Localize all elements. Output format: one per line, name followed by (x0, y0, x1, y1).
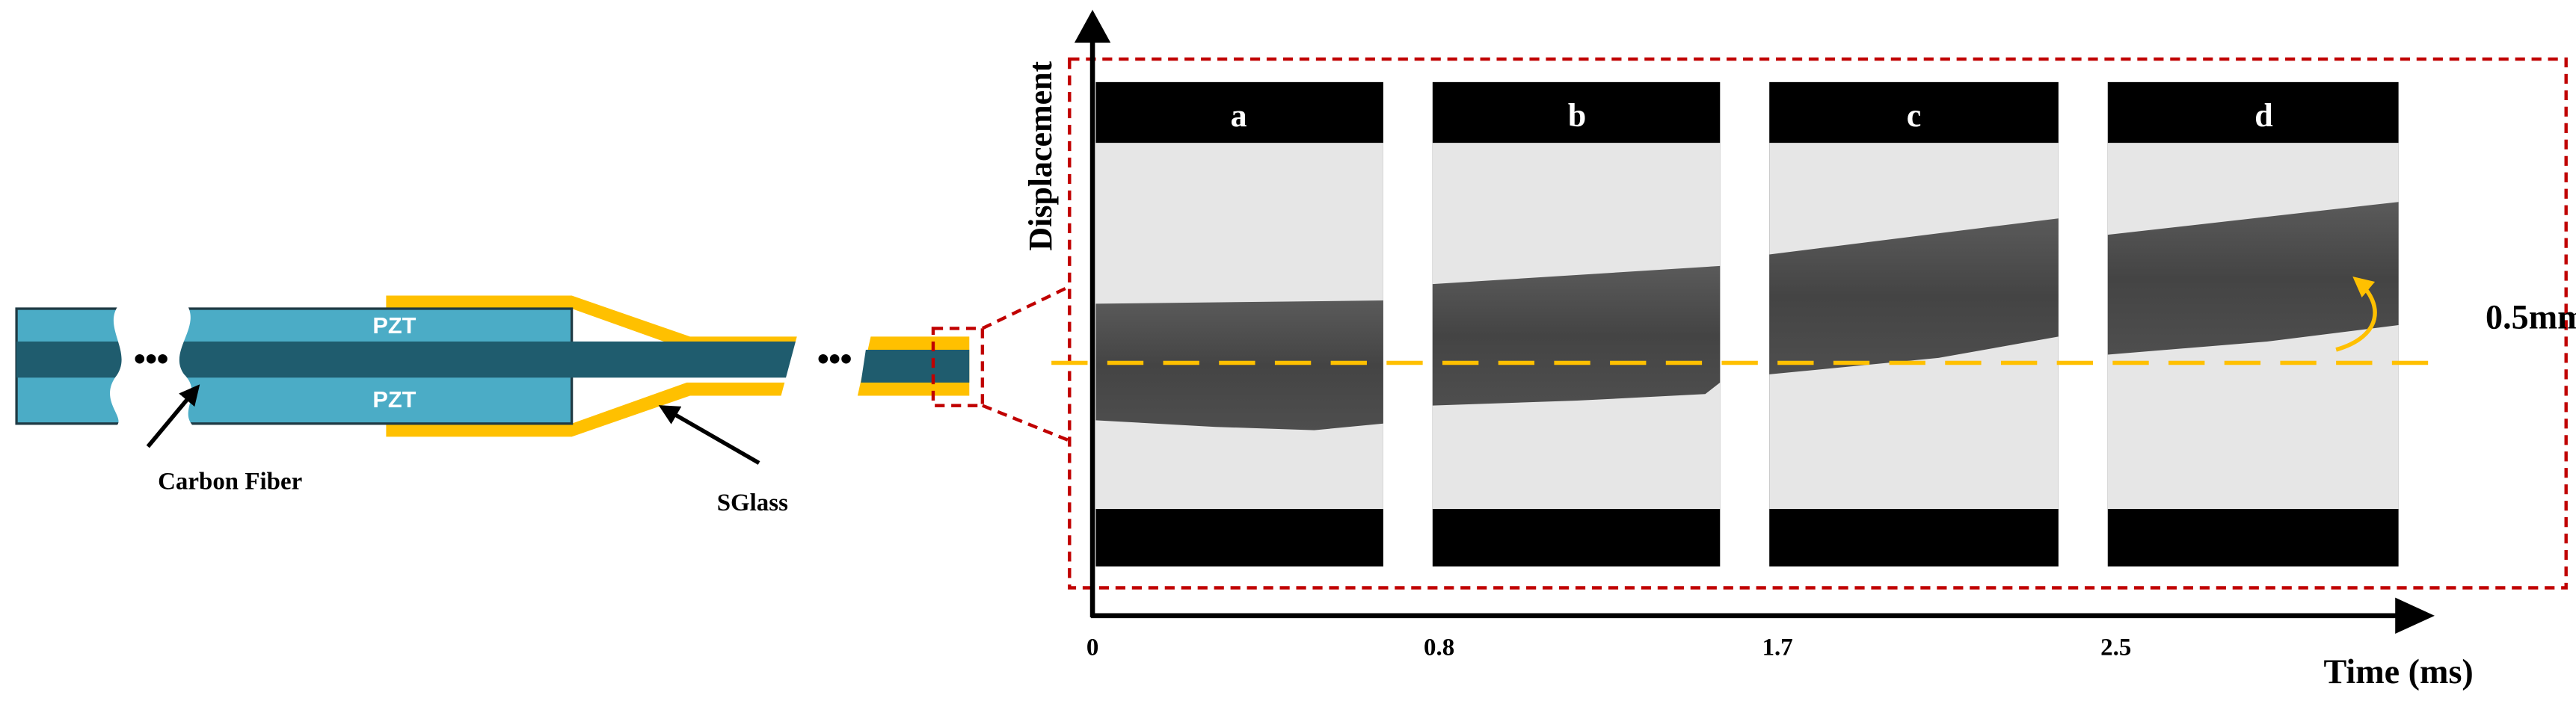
x-axis-label: Time (ms) (2323, 652, 2473, 691)
amplitude-label: 0.5mm (2486, 297, 2576, 336)
arrow (146, 384, 200, 448)
panel-label: b (1568, 97, 1586, 134)
y-axis-label: Displacement (1022, 61, 1059, 250)
x-tick-label: 2.5 (2100, 635, 2131, 661)
sglass-label: SGlass (717, 490, 788, 516)
panel-label: c (1907, 97, 1922, 134)
panel: a (1095, 81, 1383, 566)
carbon-fiber-label: Carbon Fiber (158, 469, 302, 495)
panel: b (1432, 81, 1721, 566)
arrow (658, 405, 760, 465)
pzt-label: PZT (372, 312, 416, 339)
panel-label: a (1231, 97, 1247, 134)
axis-arrow (2395, 597, 2435, 635)
pzt-label: PZT (372, 386, 416, 413)
ellipsis: ••• (817, 340, 852, 377)
carbon-tip (861, 349, 970, 383)
panel: c (1769, 81, 2059, 566)
break (110, 305, 194, 427)
x-tick-label: 0 (1086, 635, 1098, 661)
axis-arrow (1074, 10, 1111, 43)
zoom-line (981, 285, 1069, 330)
zoom-box (931, 327, 985, 407)
x-tick-label: 1.7 (1762, 635, 1793, 661)
x-tick-label: 0.8 (1424, 635, 1454, 661)
zoom-frame (1068, 57, 2568, 590)
panels: a b c d (1095, 81, 2399, 566)
break (777, 328, 849, 411)
panel: d (2107, 81, 2399, 566)
zoom-line (982, 404, 1069, 442)
fiber-schematic: ••• PZT PZT ••• Carbon Fiber SGlass (15, 295, 970, 516)
panel-label: d (2254, 97, 2272, 134)
ellipsis: ••• (134, 340, 168, 377)
amplitude-arrow (2335, 276, 2377, 352)
sglass-bottom (386, 382, 814, 437)
